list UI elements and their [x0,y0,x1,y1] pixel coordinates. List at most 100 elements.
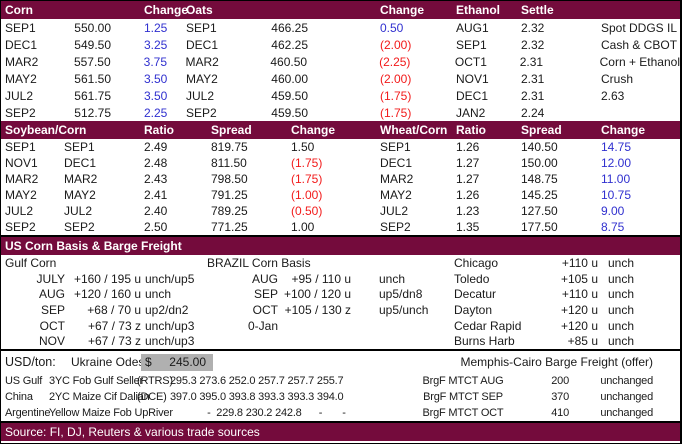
note-cell: Corn + Ethanol [599,54,680,69]
wheat-month-cell: MAY2 [380,188,412,202]
gulf-change-cell: unch/up3 [145,318,195,333]
ratio-row: SEP2 SEP2 2.50 771.25 1.00 SEP2 1.35 177… [1,219,680,235]
gulf-basis-cell: +67 / 73 z [87,318,141,333]
soy-month-cell: SEP1 [5,140,36,154]
ratio-cell: 2.49 [144,140,168,154]
brazil-change-cell: unch [379,271,406,286]
wheat-spread-cell: 140.50 [521,140,558,154]
futures-row: SEP1 550.00 1.25 SEP1 466.25 0.50 AUG1 2… [1,19,680,36]
futures-row: DEC1 549.50 3.25 DEC1 462.25 (2.00) SEP1… [1,36,680,53]
description-cell: 3YC Fob Gulf Seller [49,375,144,387]
brazil-month-cell: OCT [252,302,278,317]
wheat-ratio-cell: 1.27 [456,172,480,186]
ukraine-price-value: 245.00 [169,355,206,369]
corn-price-cell: 512.75 [74,105,111,120]
oats-change-cell: (2.00) [380,37,412,52]
ratio-row: MAR2 MAR2 2.43 798.50 (1.75) MAR2 1.27 1… [1,171,680,187]
basis-row: NOV +67 / 73 z unch/up3 Burns Harb +85 u… [1,333,680,349]
corn-price-cell: 561.75 [74,88,111,103]
city-cell: Cedar Rapid [454,318,522,333]
change-cell: (1.00) [291,188,323,202]
spread-cell: 819.75 [211,140,248,154]
oats-month-cell: SEP2 [186,105,217,120]
corn-month-cell: JUL2 [5,88,34,103]
brazil-basis-label: BRAZIL Corn Basis [207,255,311,270]
barge-freight-value: 370 [551,391,569,403]
country-cell: US Gulf [5,375,43,387]
exchange-code-cell: (RTRS) [137,375,173,387]
description-cell: Yellow Maize Fob UpRiver [49,407,173,419]
oats-change-cell: (1.75) [380,105,412,120]
basis-row: OCT +67 / 73 z unch/up3 0-Jan Cedar Rapi… [1,318,680,334]
wheat-change-cell: 11.00 [601,172,631,186]
ethanol-month-cell: JAN2 [456,105,486,120]
gulf-basis-cell: +120 / 160 u [73,287,141,302]
corn-month-cell: MAY2 [5,71,37,86]
ethanol-month-cell: DEC1 [456,88,489,103]
oats-price-cell: 466.25 [271,20,308,35]
ratios-rows: SEP1 SEP1 2.49 819.75 1.50 SEP1 1.26 140… [1,139,680,237]
usd-ton-label: USD/ton: [5,355,56,369]
city-basis-cell: +110 u [561,255,598,270]
oats-price-cell: 459.50 [271,105,308,120]
source-bar: Source: FI, DJ, Reuters & various trade … [1,421,680,441]
ethanol-month-cell: SEP1 [456,37,487,52]
price-series-cell: - 229.8 230.2 242.8 - - [170,407,346,419]
corn-month-cell: MAR2 [64,172,98,186]
ukraine-odessa-label: Ukraine Odessa [71,355,141,369]
ethanol-settle-cell: 2.32 [521,37,545,52]
note-cell: Crush [601,71,634,86]
note-cell: 2.63 [601,88,625,103]
country-cell: China [5,391,33,403]
spread-header: Spread [211,123,252,137]
corn-change-cell: 1.25 [144,20,168,35]
wheat-change-cell: 12.00 [601,156,632,170]
oats-month-cell: JUL2 [186,88,215,103]
ethanol-settle-cell: 2.31 [521,88,545,103]
wheat-ratio-cell: 1.27 [456,156,480,170]
corn-month-cell: MAR2 [5,54,39,69]
brazil-month-cell: 0-Jan [247,318,278,333]
barge-freight-change: unchanged [600,391,653,403]
city-change-cell: unch [608,334,635,349]
barge-freight-value: 410 [551,407,569,419]
futures-row: JUL2 561.75 3.50 JUL2 459.50 (1.75) DEC1… [1,87,680,104]
oats-month-cell: SEP1 [186,20,217,35]
wheat-ratio-header: Ratio [456,123,486,137]
note-cell: Spot DDGS IL [601,20,678,35]
city-cell: Toledo [454,271,490,286]
ratio-cell: 2.48 [144,156,168,170]
usd-ton-row: USD/ton: Ukraine Odessa $ 245.00 Memphis… [1,351,680,373]
corn-month-cell: DEC1 [5,37,38,52]
note-cell: Cash & CBOT [601,37,678,52]
source-text: Source: FI, DJ, Reuters & various trade … [5,425,260,439]
ratio-cell: 2.50 [144,220,168,234]
wheat-change-cell: 8.75 [601,220,625,234]
soy-month-cell: JUL2 [5,204,34,218]
ratio-cell: 2.40 [144,204,168,218]
gulf-month-cell: NOV [38,334,65,349]
corn-price-cell: 561.50 [74,71,111,86]
price-series-cell: 295.3 273.6 252.0 257.7 257.7 255.7 [170,375,344,387]
ethanol-settle-cell: 2.31 [519,54,544,69]
wheat-spread-header: Spread [521,123,562,137]
gulf-basis-cell: +160 / 195 u [73,271,141,286]
wheat-month-cell: MAR2 [380,172,414,186]
basis-row: AUG +120 / 160 u unch SEP +100 / 120 u u… [1,286,680,302]
brazil-basis-cell: +105 / 130 z [284,302,351,317]
corn-month-cell: MAY2 [64,188,96,202]
exchange-code-cell: (DCE) [137,391,167,403]
world-price-row: US Gulf 3YC Fob Gulf Seller (RTRS) 295.3… [1,373,680,389]
wheat-month-cell: DEC1 [380,156,413,170]
wheat-change-cell: 10.75 [601,188,632,202]
ukraine-price-cell[interactable]: $ 245.00 [141,353,213,371]
brazil-basis-cell: +95 / 110 u [291,271,352,286]
city-basis-cell: +110 u [561,287,598,302]
city-change-cell: unch [608,318,635,333]
soy-month-cell: SEP2 [5,220,36,234]
world-price-row: Argentine Yellow Maize Fob UpRiver - 229… [1,405,680,421]
basis-title: US Corn Basis & Barge Freight [5,239,182,253]
country-cell: Argentine [5,407,51,419]
city-change-cell: unch [608,271,635,286]
gulf-month-cell: SEP [40,302,65,317]
